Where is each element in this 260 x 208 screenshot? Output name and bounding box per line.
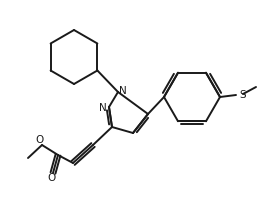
Text: O: O bbox=[35, 135, 43, 145]
Text: S: S bbox=[239, 90, 246, 100]
Text: O: O bbox=[48, 173, 56, 183]
Text: N: N bbox=[99, 103, 107, 113]
Text: N: N bbox=[119, 86, 127, 96]
